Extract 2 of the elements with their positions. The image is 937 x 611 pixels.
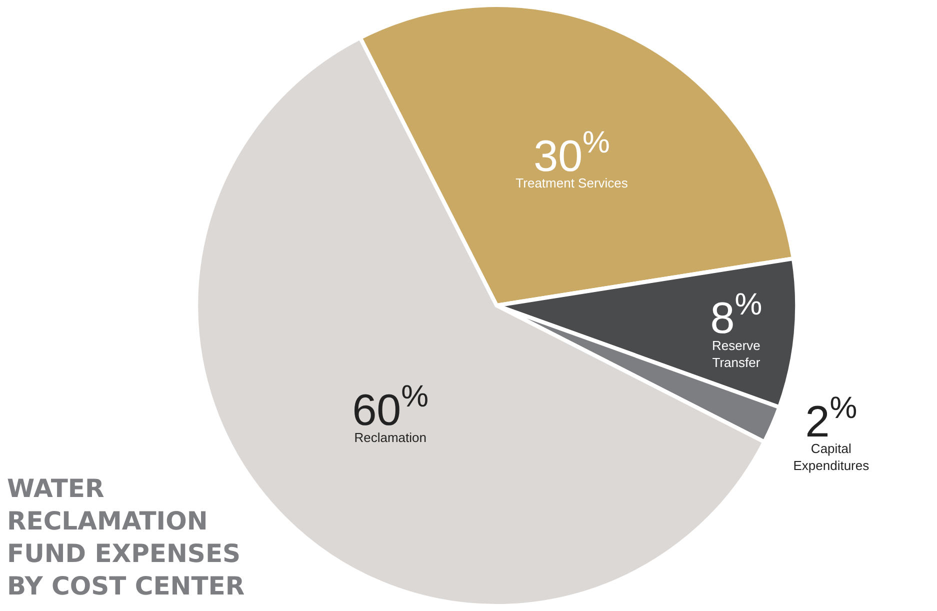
slice-label: Reserve Transfer <box>712 338 761 370</box>
text: WATER RECLAMATION FUND EXPENSES BY COST CENTER <box>7 474 245 600</box>
